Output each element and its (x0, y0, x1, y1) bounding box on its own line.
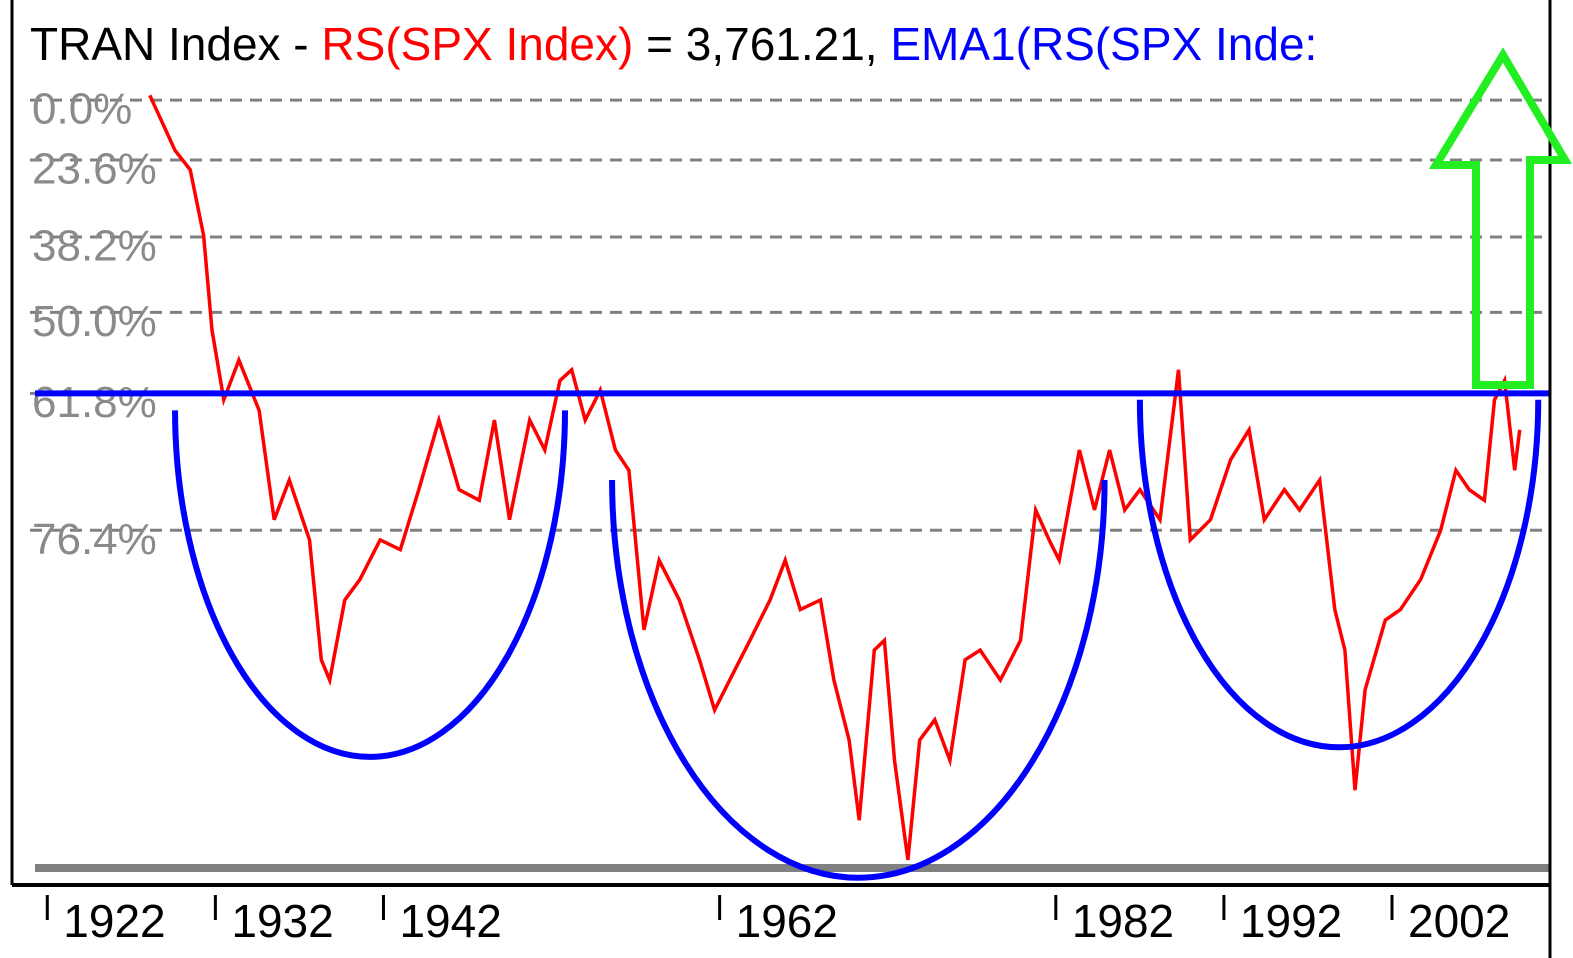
x-tick-label: 1942 (399, 895, 501, 947)
y-tick-label: 23.6% (32, 145, 157, 194)
cup-arc (609, 479, 1108, 881)
x-tick-label: 1982 (1072, 895, 1174, 947)
y-tick-label: 76.4% (32, 515, 157, 564)
cup-arc (172, 410, 569, 760)
title-part: RS(SPX Index) (321, 18, 633, 70)
x-tick-label: 1992 (1240, 895, 1342, 947)
series-line (148, 94, 1522, 861)
y-tick-label: 61.8% (32, 378, 157, 427)
y-tick-label: 0.0% (32, 85, 132, 134)
chart-title: TRAN Index - RS(SPX Index) = 3,761.21, E… (30, 18, 1317, 70)
x-tick-label: 2002 (1408, 895, 1510, 947)
y-tick-label: 50.0% (32, 297, 157, 346)
x-tick-label: 1922 (63, 895, 165, 947)
title-part: EMA1(RS(SPX Inde: (890, 18, 1317, 70)
x-tick-label: 1932 (231, 895, 333, 947)
arrow (1428, 47, 1573, 389)
y-tick-label: 38.2% (32, 222, 157, 271)
x-tick-label: 1962 (736, 895, 838, 947)
title-part: TRAN Index - (30, 18, 321, 70)
title-part: = 3,761.21, (633, 18, 890, 70)
